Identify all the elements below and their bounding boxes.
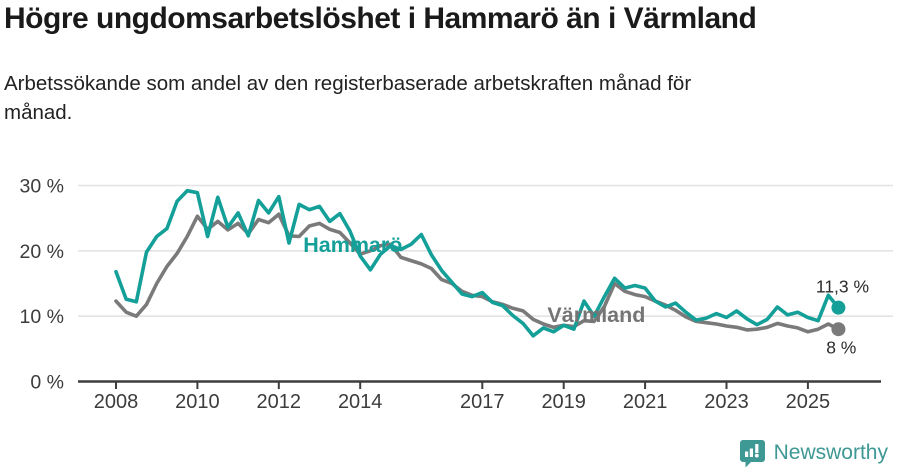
end-point-dot-varmland <box>831 322 846 337</box>
chart-subtitle: Arbetssökande som andel av den registerb… <box>4 72 692 124</box>
y-axis-tick-label: 0 % <box>30 372 64 394</box>
x-axis-tick-label: 2014 <box>338 391 383 413</box>
brand-name: Newsworthy <box>773 441 888 464</box>
newsworthy-brand-link[interactable]: Newsworthy <box>738 438 888 468</box>
series-line-hammaro <box>114 188 841 338</box>
x-axis-tick-label: 2017 <box>460 391 505 413</box>
x-axis-tick-label: 2012 <box>257 391 302 413</box>
y-axis-tick-label: 30 % <box>20 176 64 198</box>
end-value-label: 11,3 % <box>816 277 869 297</box>
end-point-dot-hammaro <box>831 300 846 315</box>
series-name-label: Hammarö <box>303 233 402 257</box>
newsworthy-bar-chart-bubble-icon <box>739 440 765 468</box>
y-axis-tick-label: 20 % <box>20 241 64 263</box>
page-title: Högre ungdomsarbetslöshet i Hammarö än i… <box>4 2 757 35</box>
x-axis-tick-label: 2010 <box>175 391 220 413</box>
x-axis-tick-label: 2019 <box>541 391 586 413</box>
y-axis-tick-label: 10 % <box>20 306 64 328</box>
x-axis-tick-label: 2025 <box>786 391 831 413</box>
x-axis-tick-label: 2008 <box>94 391 139 413</box>
x-axis-tick-label: 2021 <box>623 391 668 413</box>
x-axis-tick-label: 2023 <box>704 391 749 413</box>
end-value-label: 8 % <box>826 337 856 357</box>
series-name-label: Värmland <box>547 303 645 327</box>
